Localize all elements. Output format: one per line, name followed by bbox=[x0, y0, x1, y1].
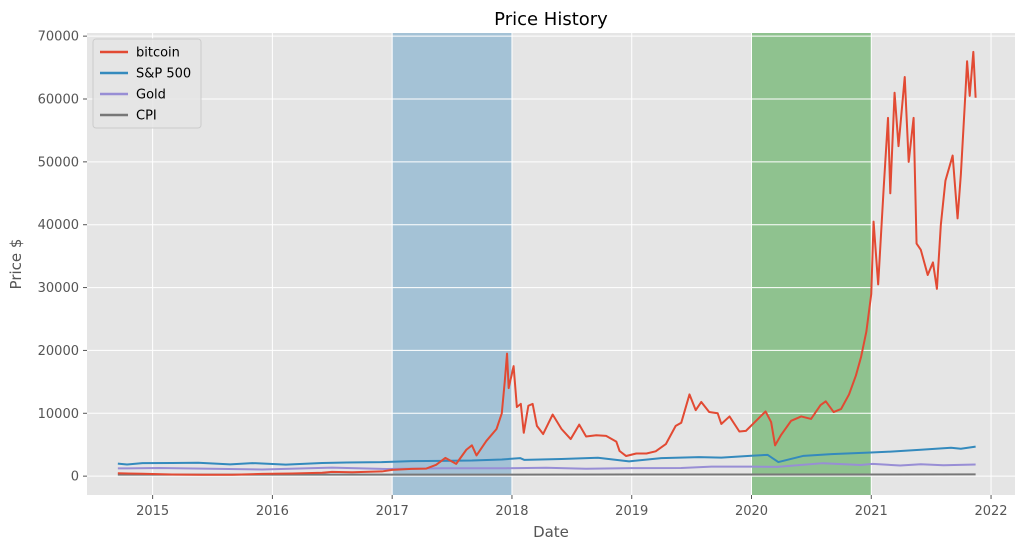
series-lines bbox=[117, 50, 977, 476]
x-tick-label: 2018 bbox=[495, 504, 528, 519]
legend-label-gold: Gold bbox=[136, 88, 166, 103]
y-axis-title: Price $ bbox=[7, 239, 25, 290]
x-tick-label: 2015 bbox=[136, 504, 169, 519]
legend: bitcoin S&P 500 Gold CPI bbox=[92, 38, 202, 129]
y-tick-label: 20000 bbox=[38, 344, 79, 359]
x-axis-title: Date bbox=[533, 523, 569, 541]
y-tick-label: 60000 bbox=[38, 93, 79, 108]
series-line-gold bbox=[117, 462, 976, 471]
x-tick-label: 2020 bbox=[735, 504, 768, 519]
x-tick-label: 2021 bbox=[855, 504, 888, 519]
legend-label-cpi: CPI bbox=[136, 109, 157, 124]
y-tick-label: 30000 bbox=[38, 281, 79, 296]
legend-box bbox=[92, 38, 202, 129]
shaded-region-1 bbox=[392, 33, 512, 495]
y-tick-label: 50000 bbox=[38, 155, 79, 170]
y-tick-label: 10000 bbox=[38, 407, 79, 422]
chart-title: Price History bbox=[494, 9, 608, 30]
x-tick-label: 2022 bbox=[974, 504, 1007, 519]
shaded-region-2 bbox=[751, 33, 872, 495]
axis-ticks: 2015 2016 2017 2018 2019 2020 2021 2022 0 10000 20… bbox=[38, 30, 1008, 519]
grid-lines bbox=[87, 33, 1015, 495]
x-tick-label: 2017 bbox=[376, 504, 409, 519]
legend-label-bitcoin: bitcoin bbox=[136, 46, 180, 61]
x-tick-label: 2016 bbox=[256, 504, 289, 519]
y-tick-label: 40000 bbox=[38, 218, 79, 233]
legend-label-s-p-500: S&P 500 bbox=[136, 67, 191, 82]
y-tick-label: 70000 bbox=[38, 30, 79, 45]
series-line-bitcoin bbox=[117, 50, 977, 476]
y-tick-label: 0 bbox=[71, 470, 79, 485]
series-line-s-p-500 bbox=[117, 445, 976, 466]
x-tick-label: 2019 bbox=[615, 504, 648, 519]
shaded-regions bbox=[392, 33, 872, 495]
